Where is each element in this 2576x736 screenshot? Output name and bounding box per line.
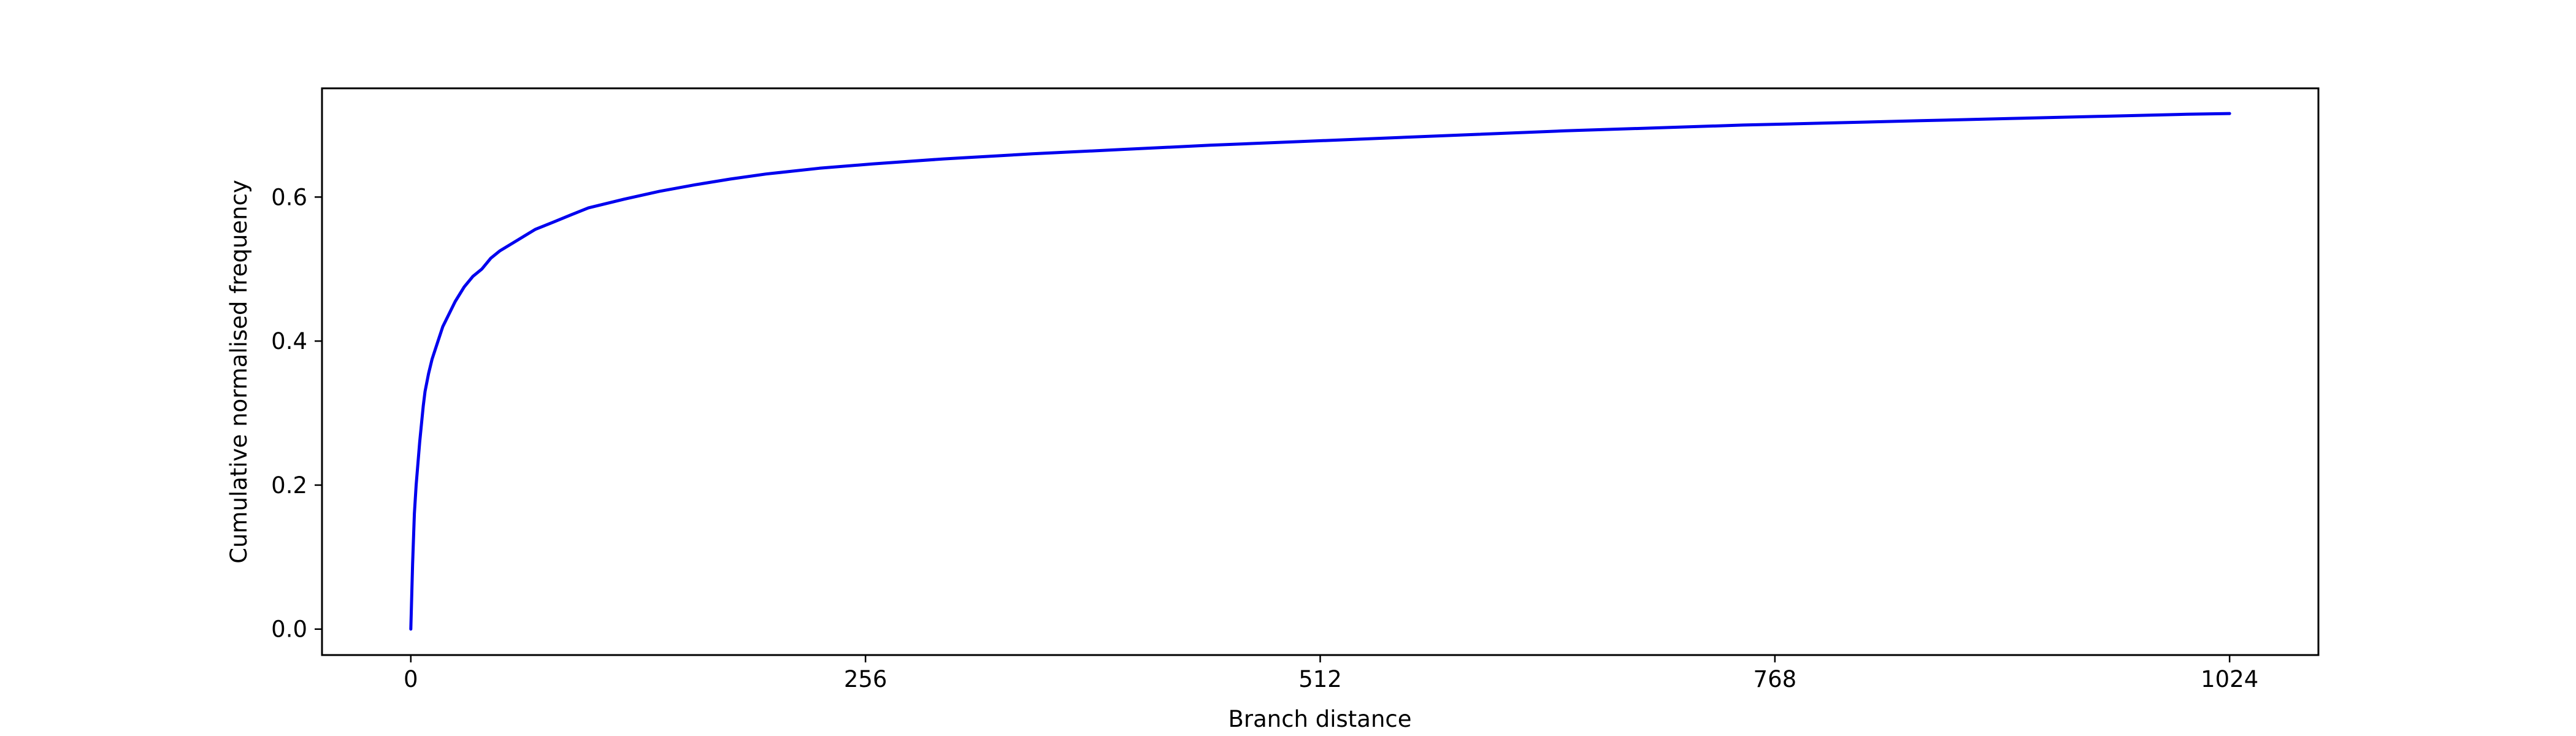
x-tick-label: 512 bbox=[1298, 666, 1342, 692]
x-tick-label: 256 bbox=[844, 666, 887, 692]
y-tick-label: 0.2 bbox=[271, 472, 307, 499]
x-tick-label: 768 bbox=[1754, 666, 1797, 692]
y-tick-label: 0.4 bbox=[271, 328, 307, 355]
y-axis-label: Cumulative normalised frequency bbox=[226, 180, 252, 564]
x-axis-label: Branch distance bbox=[1228, 706, 1411, 732]
x-axis-ticks: 0 256 512 768 1024 bbox=[404, 655, 2258, 692]
plot-frame bbox=[321, 87, 2320, 656]
y-tick-label: 0.0 bbox=[271, 616, 307, 643]
series-line-0 bbox=[409, 112, 2231, 631]
series-layer bbox=[409, 112, 2231, 631]
y-tick-label: 0.6 bbox=[271, 184, 307, 210]
y-axis-ticks: 0.0 0.2 0.4 0.6 bbox=[271, 184, 322, 643]
x-tick-label: 1024 bbox=[2201, 666, 2258, 692]
x-tick-label: 0 bbox=[404, 666, 418, 692]
